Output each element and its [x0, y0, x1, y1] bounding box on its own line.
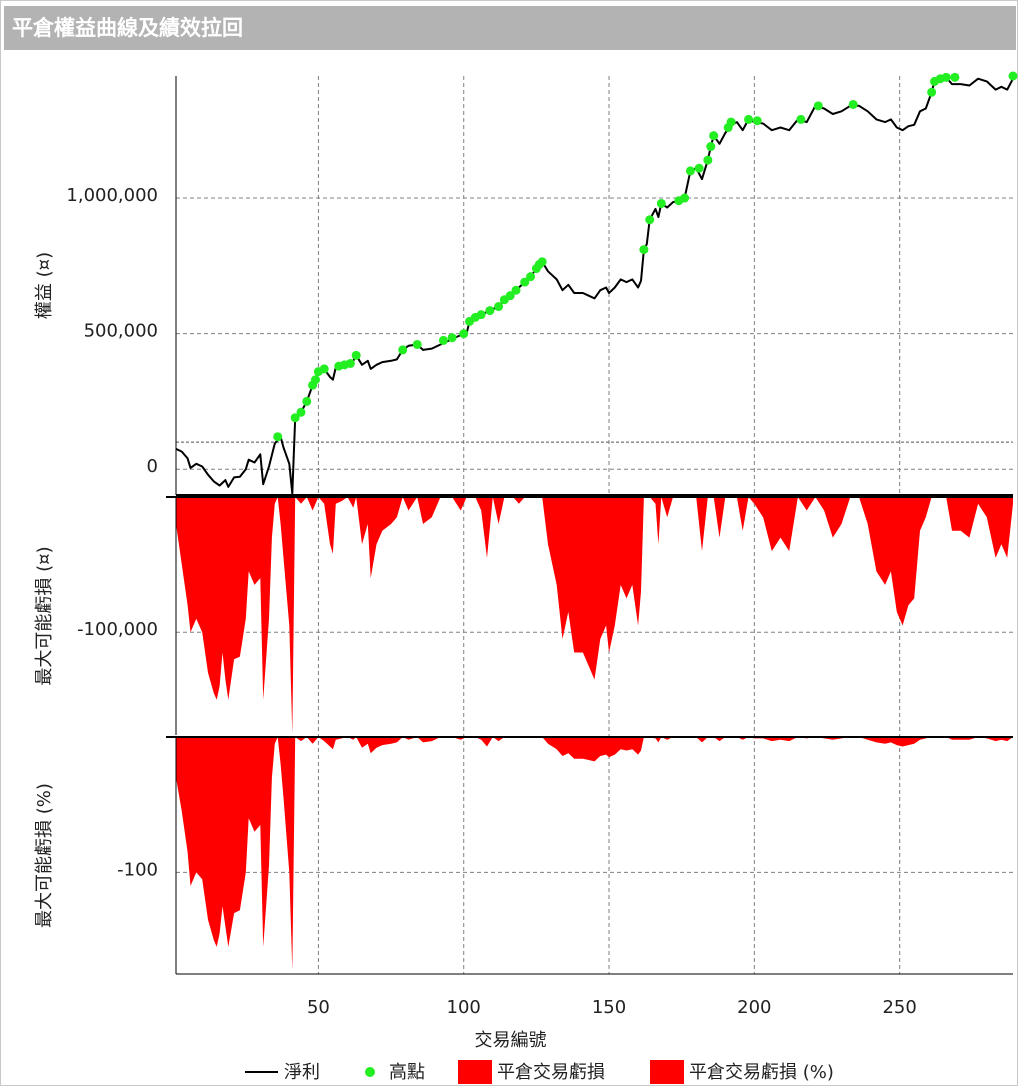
y-tick-label: -100,000 — [77, 619, 158, 640]
high-point-marker — [726, 117, 736, 127]
high-point-marker — [744, 114, 754, 124]
y-axis-label: 權益 (¤) — [34, 252, 55, 319]
high-point-marker — [927, 87, 937, 97]
legend: 淨利 高點 平倉交易虧損 平倉交易虧損 (%) — [245, 1060, 834, 1084]
high-point-marker — [511, 285, 521, 295]
legend-highs-swatch — [365, 1067, 375, 1077]
high-point-marker — [1008, 71, 1018, 81]
high-point-marker — [941, 72, 951, 82]
equity-line — [175, 76, 1014, 495]
x-tick-label: 150 — [592, 997, 626, 1018]
high-point-marker — [485, 306, 495, 316]
high-point-marker — [752, 116, 762, 126]
high-point-marker — [645, 215, 655, 225]
y-tick-label: 500,000 — [84, 321, 158, 342]
legend-net-profit-label: 淨利 — [284, 1062, 320, 1083]
high-point-marker — [345, 358, 355, 368]
high-point-marker — [438, 335, 448, 345]
high-point-marker — [537, 257, 547, 267]
high-point-marker — [351, 350, 361, 360]
legend-drawdown-pct-label: 平倉交易虧損 (%) — [689, 1062, 834, 1083]
axis-labels: 權益 (¤) 最大可能虧損 (¤) 最大可能虧損 (%) 交易編號 — [34, 252, 547, 1051]
high-point-marker — [296, 407, 306, 417]
y-axis-label: 最大可能虧損 (%) — [34, 783, 55, 928]
high-markers — [273, 71, 1018, 442]
high-point-marker — [796, 114, 806, 124]
legend-drawdown-pct-swatch — [650, 1060, 684, 1084]
high-point-marker — [311, 375, 320, 385]
x-axis-label: 交易編號 — [475, 1030, 547, 1051]
high-point-marker — [703, 155, 713, 165]
x-tick-label: 250 — [882, 997, 916, 1018]
high-point-marker — [950, 72, 960, 82]
y-tick-label: 1,000,000 — [66, 185, 158, 206]
high-point-marker — [656, 198, 666, 208]
tick-labels: 50 100 150 200 250 0 500,000 1,000,000 -100,000 -… — [66, 185, 916, 1018]
high-point-marker — [494, 302, 504, 312]
y-tick-label: -100 — [117, 859, 158, 880]
high-point-marker — [685, 166, 695, 176]
high-point-marker — [447, 333, 457, 343]
high-point-marker — [526, 272, 536, 282]
high-point-marker — [639, 245, 649, 255]
x-tick-label: 50 — [307, 997, 330, 1018]
legend-drawdown-label: 平倉交易虧損 — [497, 1062, 605, 1083]
high-point-marker — [302, 396, 312, 406]
drawdown-areas — [176, 497, 1013, 970]
high-point-marker — [709, 131, 719, 141]
legend-drawdown-swatch — [458, 1060, 492, 1084]
x-tick-label: 200 — [737, 997, 771, 1018]
high-point-marker — [273, 432, 283, 442]
high-point-marker — [848, 99, 858, 109]
high-point-marker — [398, 345, 408, 355]
high-point-marker — [520, 277, 530, 287]
drawdown-pct-area — [176, 737, 1013, 970]
net-profit-line — [175, 76, 1014, 495]
high-point-marker — [319, 364, 329, 374]
high-point-marker — [694, 163, 704, 173]
high-point-marker — [505, 291, 515, 301]
y-tick-label: 0 — [147, 456, 158, 477]
high-point-marker — [680, 193, 690, 203]
window-title: 平倉權益曲線及績效拉回 — [4, 6, 1016, 50]
x-tick-label: 100 — [447, 997, 481, 1018]
high-point-marker — [813, 101, 823, 111]
axes — [166, 76, 1013, 975]
high-point-marker — [706, 142, 716, 152]
high-point-marker — [476, 310, 486, 320]
legend-highs-label: 高點 — [389, 1062, 425, 1083]
drawdown-area — [176, 497, 1013, 734]
high-point-marker — [412, 339, 422, 349]
high-point-marker — [290, 413, 300, 423]
high-point-marker — [459, 329, 469, 339]
y-axis-label: 最大可能虧損 (¤) — [34, 546, 55, 685]
